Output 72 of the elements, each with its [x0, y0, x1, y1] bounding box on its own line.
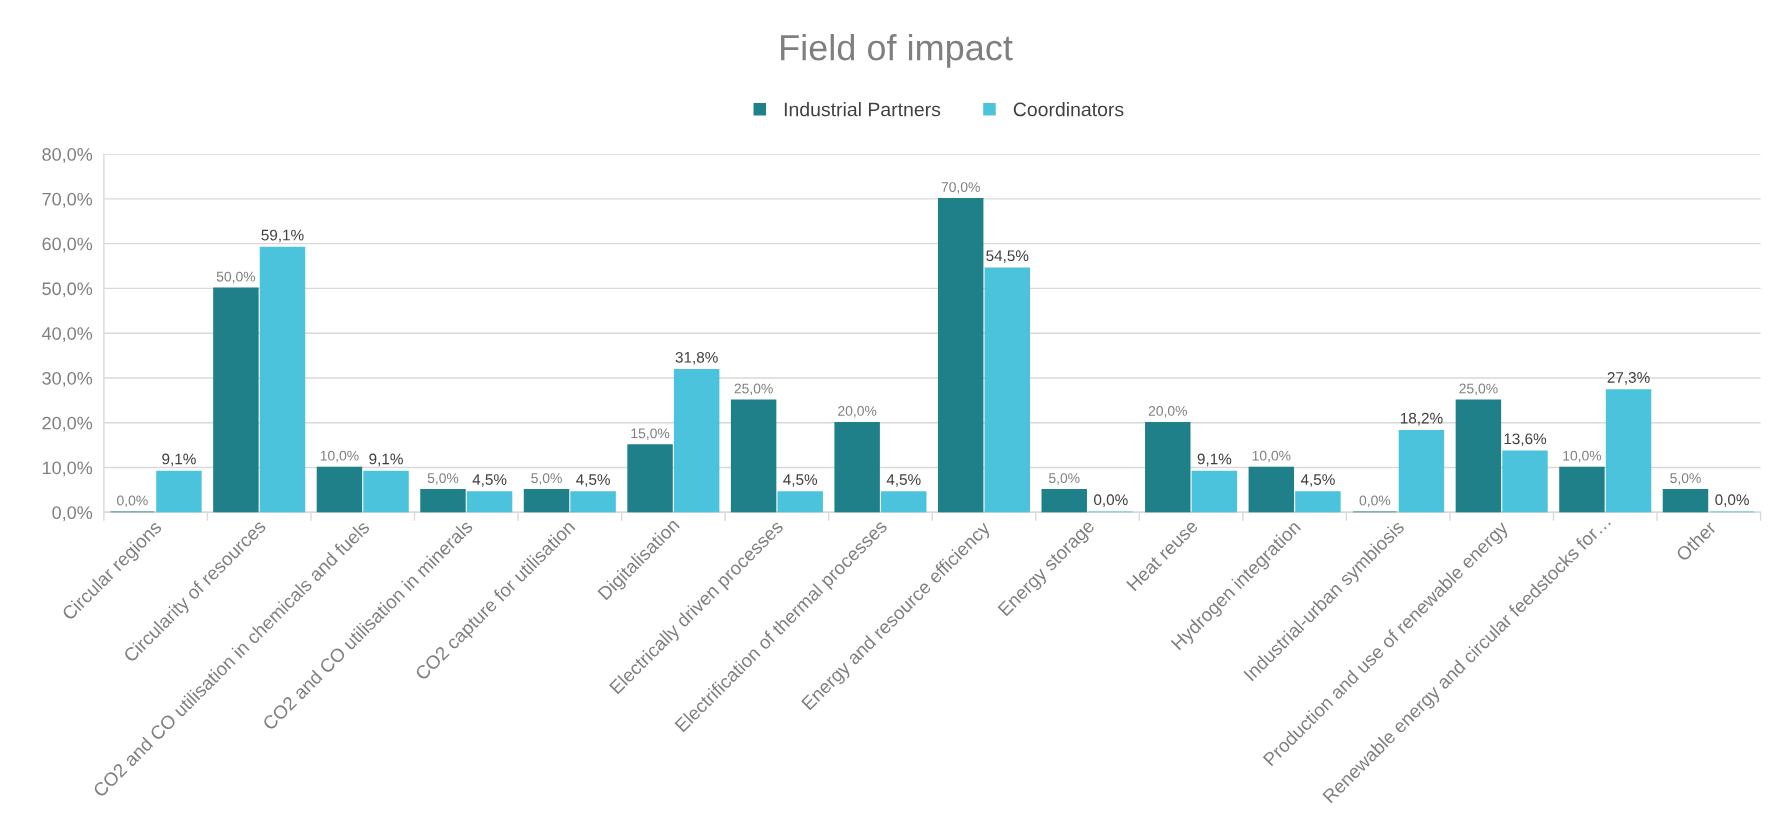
bar — [1248, 466, 1295, 513]
bar — [1662, 489, 1709, 513]
data-label: 25,0% — [734, 383, 773, 396]
bar — [316, 466, 363, 513]
data-label: 15,0% — [631, 428, 670, 440]
y-tick-label: 30,0% — [42, 371, 93, 387]
data-label: 27,3% — [1607, 372, 1650, 385]
data-label: 50,0% — [216, 271, 256, 284]
bar — [1559, 466, 1605, 513]
bar — [730, 399, 777, 513]
bar — [627, 444, 673, 513]
data-label: 31,8% — [675, 351, 718, 365]
bar — [363, 470, 409, 513]
bar — [1502, 450, 1548, 513]
data-label: 9,1% — [369, 453, 403, 467]
data-label: 25,0% — [1459, 383, 1498, 396]
data-label: 10,0% — [1252, 450, 1291, 463]
data-label: 59,1% — [261, 229, 304, 243]
bar — [259, 246, 306, 513]
chart-title: Field of impact — [781, 33, 1013, 68]
y-tick-label: 10,0% — [42, 461, 93, 477]
data-label: 5,0% — [1048, 473, 1080, 485]
bar — [1295, 491, 1341, 513]
data-label: 0,0% — [1094, 494, 1128, 507]
data-label: 4,5% — [886, 474, 921, 487]
bar — [1398, 429, 1445, 513]
data-label: 0,0% — [1359, 495, 1391, 508]
data-label: 20,0% — [838, 406, 877, 418]
data-label: 13,6% — [1504, 433, 1547, 447]
bar — [1605, 389, 1652, 513]
data-label: 9,1% — [1197, 453, 1232, 467]
bar — [570, 491, 616, 513]
data-label: 10,0% — [320, 450, 359, 463]
bar — [984, 267, 1031, 513]
data-label: 4,5% — [576, 474, 610, 487]
data-label: 4,5% — [783, 474, 818, 487]
bar — [1041, 489, 1087, 513]
y-tick-label: 50,0% — [42, 282, 93, 298]
data-label: 20,0% — [1148, 406, 1187, 418]
bar — [937, 198, 984, 513]
data-label: 5,0% — [427, 473, 459, 485]
bar — [1145, 421, 1191, 513]
data-label: 0,0% — [117, 495, 148, 508]
bar — [213, 287, 259, 513]
bar — [834, 421, 880, 513]
data-label: 9,1% — [162, 453, 196, 467]
bar — [156, 470, 202, 513]
legend-label: Industrial Partners — [784, 102, 941, 117]
y-tick-label: 70,0% — [42, 192, 93, 208]
legend-label: Coordinators — [1013, 102, 1124, 117]
y-tick-label: 60,0% — [42, 237, 93, 253]
bar — [673, 369, 720, 513]
data-label: 5,0% — [1670, 473, 1701, 485]
data-label: 70,0% — [941, 182, 980, 194]
bar — [420, 489, 466, 513]
data-label: 10,0% — [1563, 450, 1602, 463]
bar — [1191, 470, 1238, 513]
data-label: 4,5% — [1300, 474, 1335, 487]
y-tick-label: 20,0% — [42, 416, 93, 432]
y-tick-label: 0,0% — [52, 506, 93, 522]
data-label: 0,0% — [1715, 494, 1749, 507]
data-label: 18,2% — [1400, 412, 1443, 426]
bar — [523, 489, 570, 513]
bar — [1455, 399, 1502, 513]
bar — [777, 491, 823, 513]
data-label: 4,5% — [472, 474, 507, 487]
bar — [466, 491, 513, 513]
bar — [881, 491, 927, 513]
y-tick-label: 80,0% — [42, 148, 93, 163]
y-tick-label: 40,0% — [41, 327, 93, 343]
data-label: 5,0% — [531, 473, 562, 485]
data-label: 54,5% — [986, 250, 1029, 263]
